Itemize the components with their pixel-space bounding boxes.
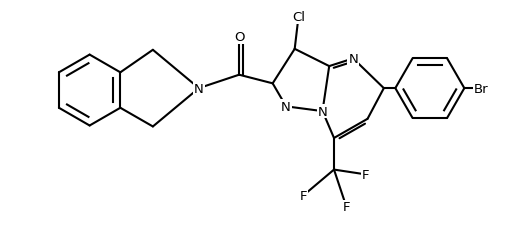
Text: N: N: [194, 82, 204, 95]
Text: Br: Br: [474, 82, 488, 95]
Text: N: N: [348, 53, 358, 66]
Text: N: N: [281, 100, 291, 113]
Text: F: F: [343, 201, 350, 213]
Text: F: F: [300, 189, 307, 202]
Text: F: F: [362, 168, 370, 181]
Text: N: N: [317, 105, 328, 118]
Text: O: O: [234, 31, 244, 44]
Text: Cl: Cl: [292, 11, 305, 24]
